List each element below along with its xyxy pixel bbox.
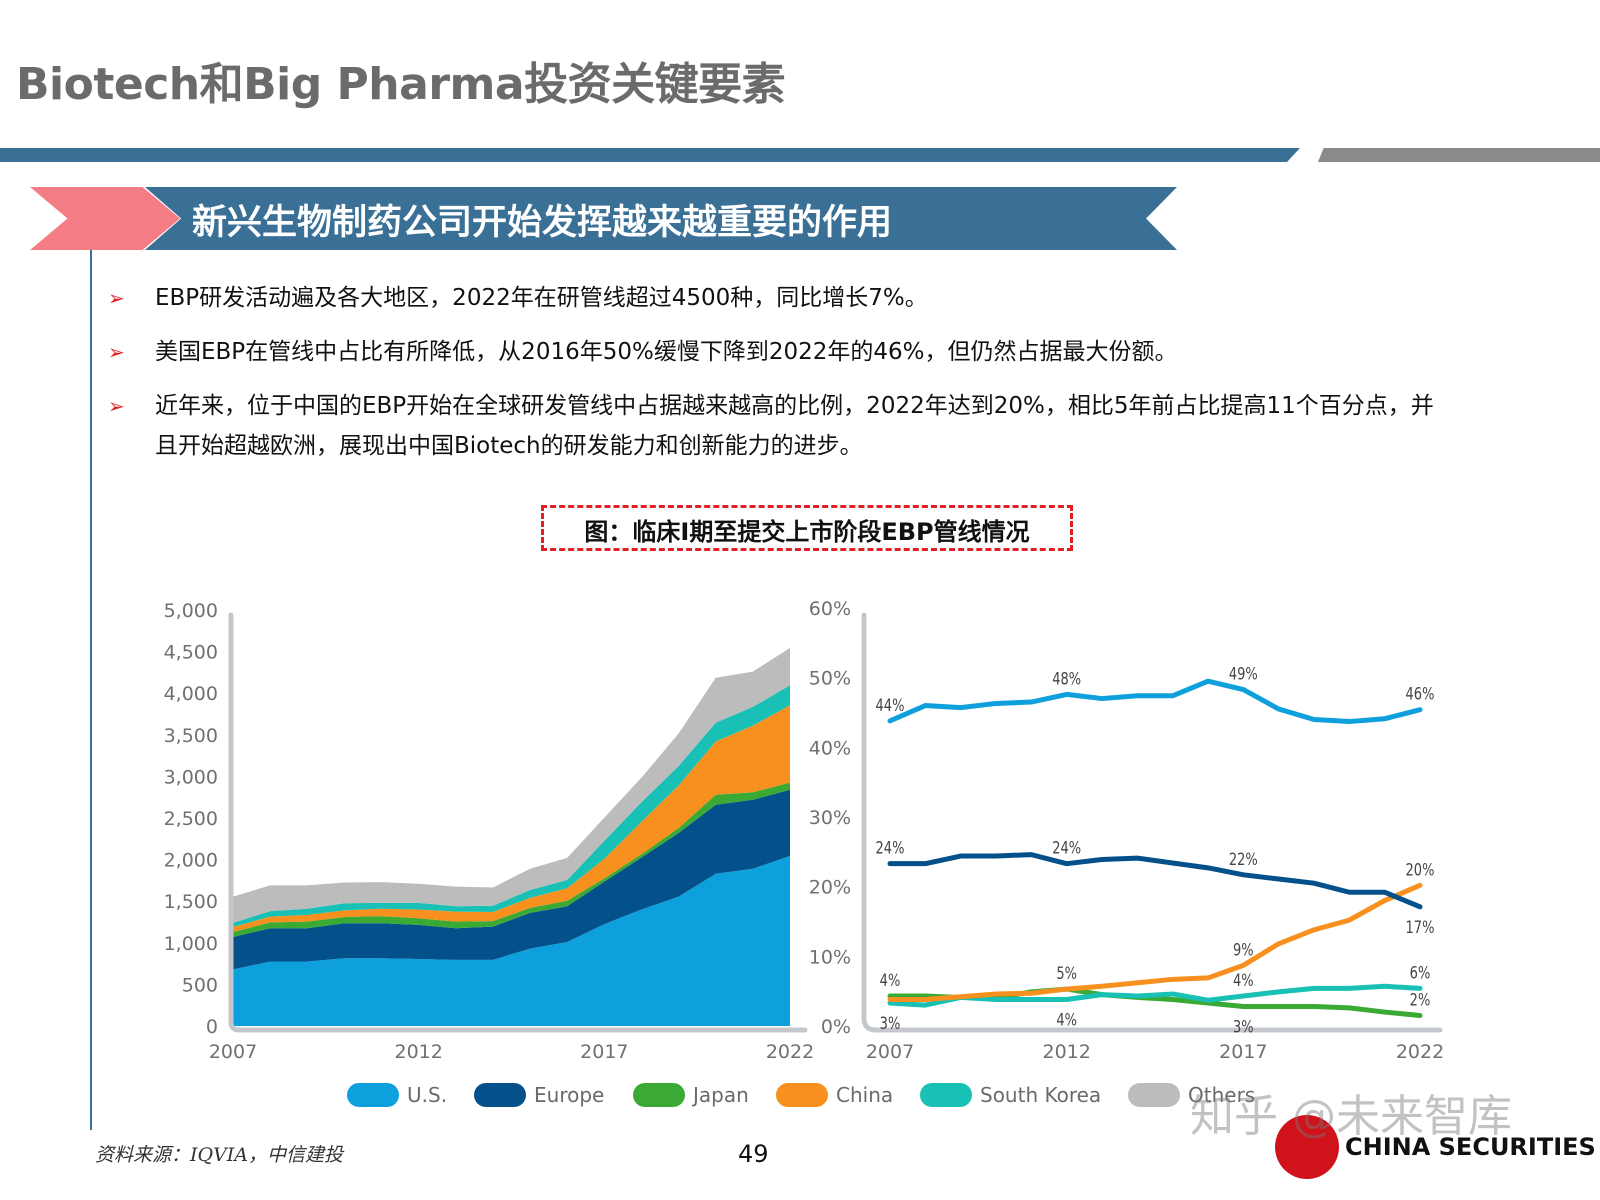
- bullet-text: EBP研发活动遍及各大地区，2022年在研管线超过4500种，同比增长7%。: [155, 285, 928, 311]
- area-series-u-s-: [233, 855, 790, 1026]
- page-title: Biotech和Big Pharma投资关键要素: [16, 59, 786, 110]
- arrow-bullet-icon: ➢: [108, 340, 125, 364]
- data-label: 3%: [1233, 1016, 1254, 1036]
- legend-swatch: [633, 1083, 685, 1107]
- china-securities-logo: CHINA SECURITIES: [1275, 1115, 1596, 1179]
- section-heading: 新兴生物制药公司开始发挥越来越重要的作用: [192, 203, 893, 243]
- legend-item: South Korea: [920, 1083, 1101, 1107]
- legend-label: Japan: [693, 1083, 749, 1107]
- x-tick-label: 2007: [866, 1041, 914, 1063]
- data-label: 4%: [1233, 970, 1254, 990]
- y-tick-label: 50%: [809, 668, 851, 690]
- data-label: 46%: [1406, 684, 1435, 704]
- y-tick-label: 4,000: [164, 683, 218, 705]
- x-tick-label: 2007: [209, 1041, 257, 1063]
- legend-item: Japan: [633, 1083, 749, 1107]
- logo-mark-icon: [1275, 1115, 1339, 1179]
- y-tick-label: 2,000: [164, 850, 218, 872]
- x-tick-label: 2022: [1396, 1041, 1444, 1063]
- bullet-item: ➢ 美国EBP在管线中占比有所降低，从2016年50%缓慢下降到2022年的46…: [108, 332, 1448, 372]
- page-number: 49: [738, 1140, 769, 1168]
- legend-label: Europe: [534, 1083, 605, 1107]
- area-series-china: [233, 705, 790, 932]
- legend-swatch: [920, 1083, 972, 1107]
- y-tick-label: 20%: [809, 877, 851, 899]
- section-banner: [145, 187, 1177, 250]
- data-label: 2%: [1410, 989, 1431, 1009]
- legend-item: Europe: [474, 1083, 604, 1107]
- y-tick-label: 0%: [821, 1016, 851, 1038]
- header-divider-accent: [1318, 148, 1600, 162]
- data-label: 49%: [1229, 663, 1258, 683]
- legend-item: China: [776, 1083, 893, 1107]
- figure-title: 图：临床I期至提交上市阶段EBP管线情况: [584, 518, 1030, 546]
- y-tick-label: 1,000: [164, 933, 218, 955]
- data-label: 17%: [1406, 917, 1435, 937]
- legend-swatch: [1128, 1083, 1180, 1107]
- data-label: 48%: [1052, 668, 1081, 688]
- arrow-bullet-icon: ➢: [108, 286, 125, 310]
- line-series-u-s-: [887, 678, 1423, 725]
- line-series-south-korea: [887, 983, 1423, 1008]
- legend-label: U.S.: [407, 1083, 448, 1107]
- legend-swatch: [776, 1083, 828, 1107]
- y-tick-label: 4,500: [164, 642, 218, 664]
- data-label: 24%: [1052, 838, 1081, 858]
- y-tick-label: 40%: [809, 737, 851, 759]
- line-series-china: [887, 882, 1423, 1003]
- line-series-europe: [887, 852, 1423, 910]
- watermark: 知乎 @未来智库: [1190, 1091, 1512, 1142]
- left-chart-axis: [228, 612, 808, 1033]
- bullet-item: ➢ 近年来，位于中国的EBP开始在全球研发管线中占据越来越高的比例，2022年达…: [108, 386, 1438, 466]
- bullet-item: ➢ EBP研发活动遍及各大地区，2022年在研管线超过4500种，同比增长7%。: [108, 278, 1448, 318]
- data-label: 22%: [1229, 849, 1258, 869]
- y-tick-label: 10%: [809, 946, 851, 968]
- data-label: 3%: [880, 1013, 901, 1033]
- y-tick-label: 60%: [809, 598, 851, 620]
- data-label: 9%: [1233, 939, 1254, 959]
- legend-item: U.S.: [347, 1083, 447, 1107]
- bullet-text: 近年来，位于中国的EBP开始在全球研发管线中占据越来越高的比例，2022年达到2…: [155, 393, 1434, 459]
- legend-swatch: [474, 1083, 526, 1107]
- legend-swatch: [347, 1083, 399, 1107]
- x-tick-label: 2017: [580, 1041, 628, 1063]
- header-divider-bar: [0, 148, 1300, 162]
- data-label: 20%: [1406, 859, 1435, 879]
- left-rule: [90, 250, 92, 1130]
- data-label: 24%: [876, 838, 905, 858]
- area-series-europe: [233, 789, 790, 970]
- right-chart-axis: [861, 612, 1443, 1033]
- arrow-bullet-icon: ➢: [108, 394, 125, 418]
- x-tick-label: 2012: [394, 1041, 442, 1063]
- y-tick-label: 0: [206, 1016, 218, 1038]
- y-tick-label: 5,000: [164, 600, 218, 622]
- bullet-text: 美国EBP在管线中占比有所降低，从2016年50%缓慢下降到2022年的46%，…: [155, 339, 1178, 365]
- x-tick-label: 2017: [1219, 1041, 1267, 1063]
- data-label: 5%: [1056, 963, 1077, 983]
- y-tick-label: 3,000: [164, 766, 218, 788]
- source-note: 资料来源：IQVIA，中信建投: [95, 1144, 344, 1166]
- data-label: 6%: [1410, 962, 1431, 982]
- figure-title-frame: [541, 505, 1073, 551]
- data-label: 4%: [880, 970, 901, 990]
- y-tick-label: 2,500: [164, 808, 218, 830]
- logo-text: CHINA SECURITIES: [1345, 1133, 1596, 1161]
- legend-label: Others: [1188, 1083, 1256, 1107]
- legend-label: South Korea: [980, 1083, 1102, 1107]
- y-tick-label: 1,500: [164, 891, 218, 913]
- x-tick-label: 2022: [766, 1041, 814, 1063]
- legend-item: Others: [1128, 1083, 1255, 1107]
- area-series-japan: [233, 782, 790, 937]
- y-tick-label: 500: [182, 974, 218, 996]
- x-tick-label: 2012: [1042, 1041, 1090, 1063]
- data-label: 44%: [876, 695, 905, 715]
- y-tick-label: 30%: [809, 807, 851, 829]
- legend-label: China: [836, 1083, 894, 1107]
- y-tick-label: 3,500: [164, 725, 218, 747]
- data-label: 4%: [1056, 1009, 1077, 1029]
- area-series-others: [233, 647, 790, 923]
